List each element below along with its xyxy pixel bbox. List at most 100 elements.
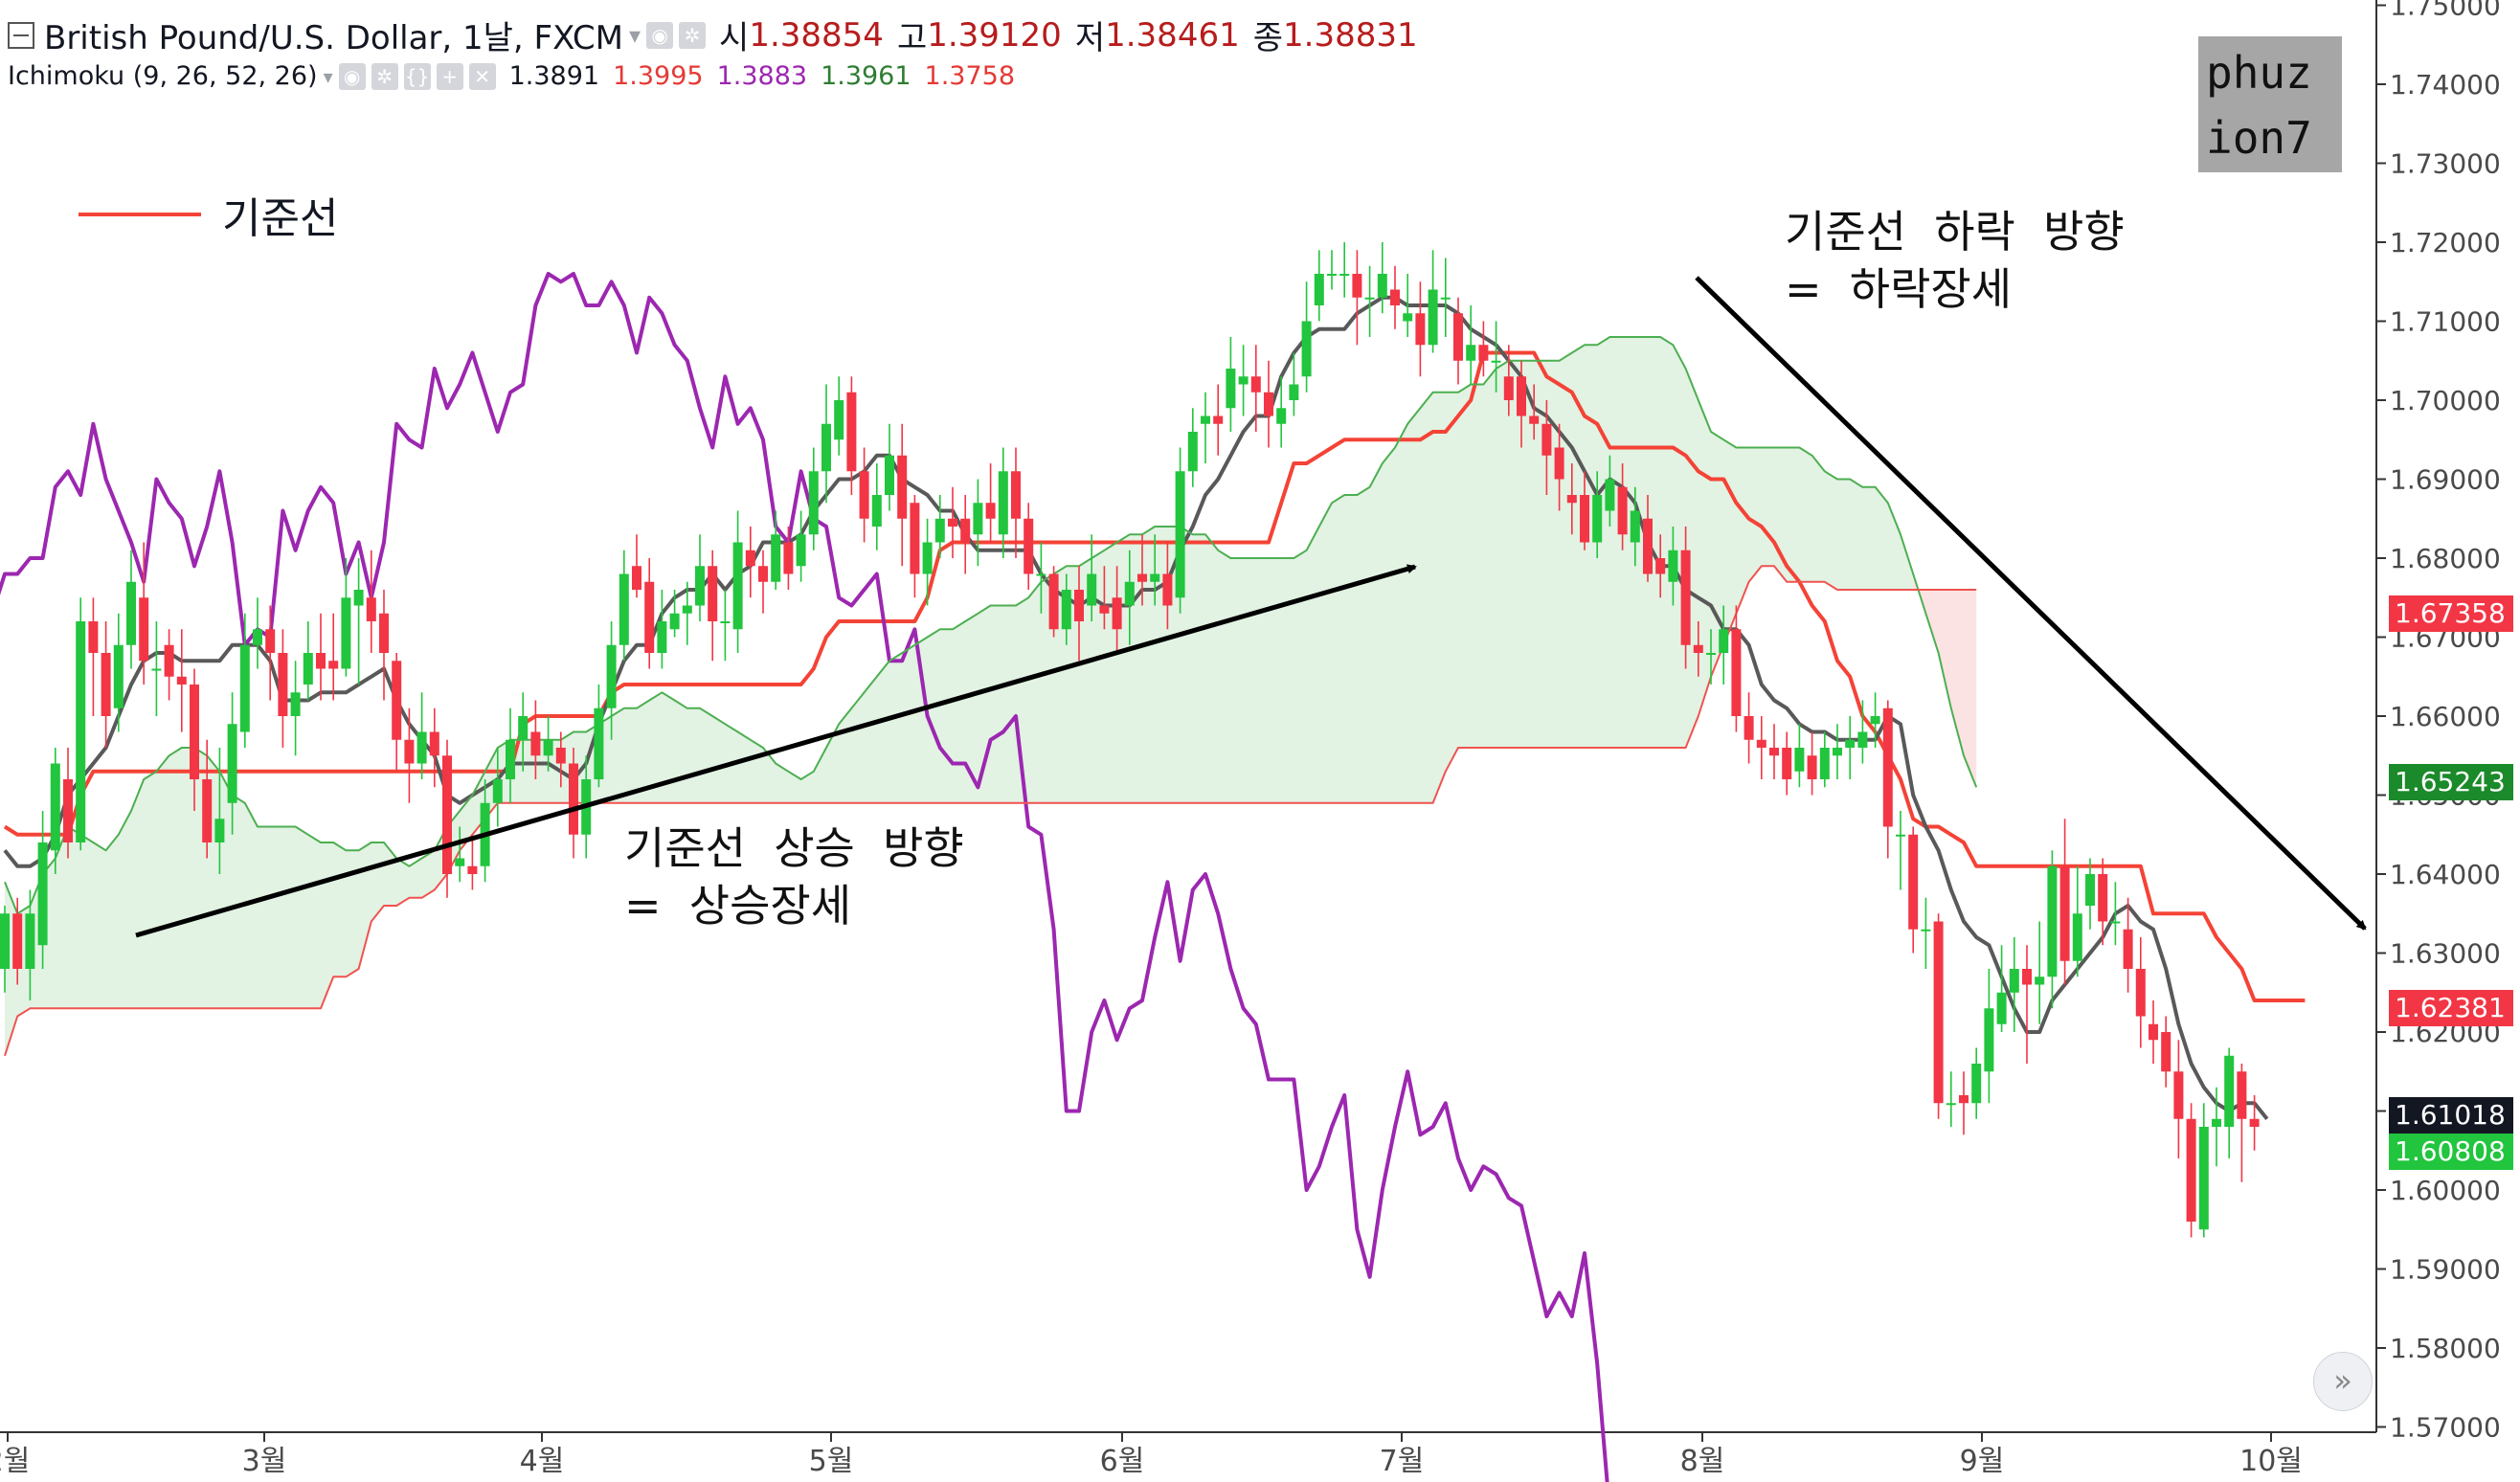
symbol-header: British Pound/U.S. Dollar, 1날, FXCM ▾ ◉ … — [8, 11, 1418, 58]
cloud-segment — [371, 842, 384, 922]
candle-body — [1099, 605, 1110, 614]
candle-body — [190, 685, 199, 779]
cloud-segment — [1002, 605, 1016, 803]
cloud-segment — [307, 834, 321, 1009]
candle-body — [543, 739, 553, 756]
cloud-segment — [990, 605, 1003, 803]
gear-icon[interactable]: ✲ — [371, 62, 398, 90]
downtrend-arrow — [1695, 276, 2367, 931]
low-value: 1.38461 — [1105, 15, 1240, 55]
candle-body — [1352, 274, 1362, 298]
cloud-segment — [258, 826, 271, 1009]
eye-icon[interactable]: ◉ — [338, 62, 366, 90]
candle-body — [353, 590, 364, 606]
cloud-segment — [55, 826, 68, 1009]
candle-body — [1655, 558, 1666, 574]
candle-body — [569, 763, 578, 835]
candle-body — [1605, 479, 1615, 511]
more-icon[interactable]: + — [436, 62, 463, 90]
cloud-segment — [1534, 360, 1547, 748]
cloud-segment — [1787, 447, 1800, 582]
candle-body — [76, 621, 86, 842]
candle-body — [758, 566, 768, 582]
candle-body — [37, 842, 48, 946]
indicator-value-span-a: 1.3961 — [821, 61, 911, 91]
cloud-segment — [244, 802, 258, 1009]
collapse-toggle[interactable] — [8, 21, 34, 49]
chevron-down-icon[interactable]: ▾ — [629, 21, 641, 49]
cloud-segment — [1850, 479, 1863, 590]
candle-body — [2161, 1032, 2171, 1072]
candle-body — [1566, 495, 1577, 504]
cloud-segment — [1938, 590, 1951, 708]
candle-body — [176, 676, 187, 685]
cloud-segment — [1559, 352, 1572, 748]
cloud-segment — [1723, 439, 1737, 645]
symbol-title[interactable]: British Pound/U.S. Dollar, 1날, FXCM — [44, 19, 623, 57]
cloud-segment — [1382, 447, 1395, 803]
x-tick-label: 10월 — [2239, 1445, 2303, 1478]
chevron-down-icon[interactable]: ▾ — [323, 64, 333, 88]
cloud-segment — [1609, 337, 1623, 748]
candle-body — [2237, 1071, 2247, 1119]
candle-body — [278, 653, 288, 716]
cloud-segment — [927, 629, 940, 803]
cloud-segment — [1445, 392, 1458, 772]
cloud-segment — [864, 676, 877, 803]
candle-body — [897, 455, 908, 519]
candle-body — [1491, 360, 1501, 363]
close-icon[interactable]: ✕ — [468, 62, 496, 90]
source-code-icon[interactable]: {} — [403, 62, 431, 90]
candle-body — [1364, 297, 1375, 300]
candle-body — [1908, 834, 1919, 930]
cloud-segment — [674, 700, 687, 803]
candle-body — [2110, 921, 2121, 924]
gear-icon[interactable]: ✲ — [679, 21, 707, 49]
candle-body — [2035, 977, 2045, 985]
candle-body — [404, 739, 415, 764]
candle-body — [341, 597, 351, 669]
candle-body — [1680, 550, 1691, 645]
candle-body — [720, 621, 731, 623]
candle-body — [948, 518, 957, 527]
candle-body — [2123, 929, 2133, 969]
cloud-segment — [460, 795, 473, 851]
cloud-segment — [1837, 479, 1851, 590]
indicator-name[interactable]: Ichimoku (9, 26, 52, 26) — [8, 61, 318, 91]
cloud-segment — [1142, 527, 1156, 803]
close-label: 종 — [1252, 19, 1283, 57]
candle-body — [1845, 739, 1856, 748]
cloud-segment — [1811, 455, 1825, 582]
scroll-to-realtime-button[interactable]: » — [2313, 1352, 2373, 1411]
candle-body — [0, 913, 10, 969]
cloud-segment — [321, 842, 334, 1009]
candle-body — [12, 913, 23, 969]
candle-body — [1428, 289, 1438, 346]
candle-body — [1984, 1008, 1994, 1072]
y-tick-label: 1.72000 — [2390, 227, 2501, 258]
candle-body — [1996, 992, 2007, 1024]
candle-body — [1201, 415, 1210, 424]
candle-body — [1857, 731, 1868, 748]
candle-body — [1390, 289, 1400, 305]
candle-body — [164, 644, 174, 677]
candle-body — [455, 858, 465, 866]
candle-body — [1403, 313, 1413, 322]
candle-body — [1580, 495, 1589, 543]
legend: 기준선 — [79, 184, 338, 245]
cloud-segment — [1407, 408, 1421, 803]
candle-body — [1264, 392, 1273, 416]
candle-body — [1327, 274, 1337, 276]
eye-icon[interactable]: ◉ — [646, 21, 674, 49]
candle-body — [1061, 590, 1071, 630]
candle-body — [1971, 1064, 1982, 1104]
candle-body — [2009, 969, 2019, 993]
candle-body — [63, 779, 73, 842]
trend-arrows — [135, 276, 2367, 938]
candle-body — [708, 566, 718, 621]
cloud-segment — [1243, 558, 1256, 803]
y-tick-label: 1.71000 — [2390, 306, 2501, 338]
cloud-segment — [396, 858, 410, 906]
cloud-segment — [914, 637, 928, 803]
